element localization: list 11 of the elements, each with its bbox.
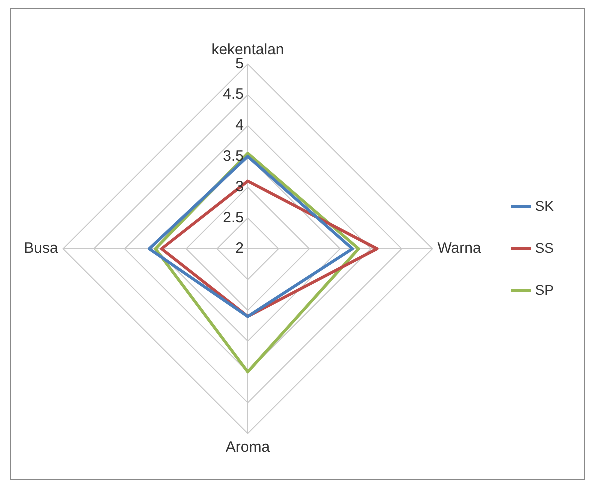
legend-label: SS (535, 240, 554, 256)
y-tick-label: 3.5 (223, 148, 244, 165)
legend-label: SK (535, 198, 555, 214)
legend-label: SP (535, 282, 554, 298)
y-tick-label: 2.5 (223, 209, 244, 226)
y-tick-label: 4.5 (223, 86, 244, 104)
spoke-label: Warna (438, 240, 482, 258)
y-tick-label: 2 (236, 240, 244, 258)
y-tick-label: 4 (236, 117, 244, 134)
spoke-label: Aroma (226, 438, 271, 456)
spoke-label: Busa (24, 240, 59, 258)
